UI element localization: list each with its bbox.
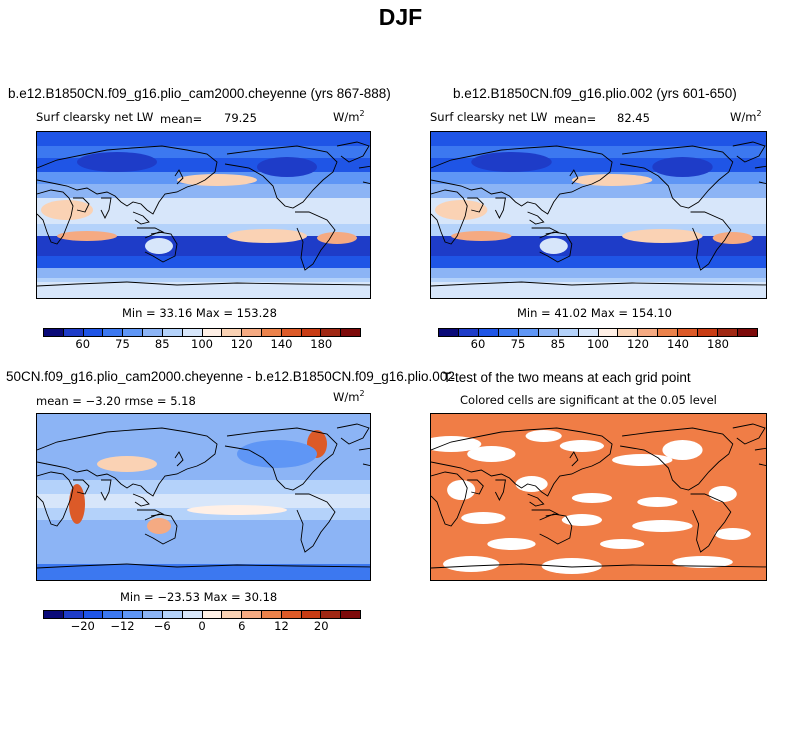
colorbar-swatch	[44, 611, 64, 618]
colorbar-swatch	[143, 611, 163, 618]
colorbar-swatch	[578, 329, 599, 336]
colorbar-swatch	[63, 611, 84, 618]
panel-d-subtitle: Colored cells are significant at the 0.0…	[460, 393, 717, 407]
panel-b-mean-label: mean=	[554, 112, 597, 126]
colorbar-swatch	[242, 329, 262, 336]
colorbar-tick-label: 75	[115, 337, 130, 351]
colorbar-swatch	[103, 329, 124, 336]
colorbar-tick-label: 60	[75, 337, 91, 351]
colorbar-swatch	[341, 329, 360, 336]
panel-d-map	[430, 413, 767, 581]
page-title: DJF	[378, 4, 423, 30]
colorbar-swatch	[182, 611, 203, 618]
colorbar-swatch	[478, 329, 499, 336]
panel-a-mean-value: 79.25	[224, 111, 257, 125]
colorbar-swatch	[202, 329, 223, 336]
panel-b-minmax: Min = 41.02 Max = 154.10	[517, 306, 672, 320]
colorbar-swatch	[281, 611, 302, 618]
colorbar-tick-label: 85	[154, 337, 170, 351]
colorbar-swatch	[678, 329, 699, 336]
colorbar-swatch	[103, 611, 124, 618]
colorbar-swatch	[123, 611, 144, 618]
panel-d-title: T-test of the two means at each grid poi…	[443, 370, 691, 385]
colorbar-swatch	[123, 329, 144, 336]
colorbar-tick-label: 180	[310, 337, 333, 351]
panel-a-colorbar-labels: 60 75 85 100 120 140 180	[43, 337, 361, 351]
panel-c-colorbar-labels: −20 −12 −6 0 6 12 20	[43, 619, 361, 633]
colorbar-swatch	[538, 329, 559, 336]
colorbar-tick-label: −6	[153, 619, 171, 633]
panel-a-mean-label: mean=	[160, 112, 203, 126]
colorbar-swatch	[44, 329, 64, 336]
panel-c-colorbar	[43, 610, 361, 619]
panel-b-map	[430, 131, 767, 299]
panel-b-colorbar	[438, 328, 758, 337]
colorbar-swatch	[618, 329, 639, 336]
colorbar-swatch	[83, 329, 104, 336]
colorbar-swatch	[162, 329, 183, 336]
panel-b-variable: Surf clearsky net LW	[430, 110, 548, 124]
colorbar-tick-label: 140	[270, 337, 293, 351]
colorbar-tick-label: 12	[274, 619, 289, 633]
colorbar-tick-label: 120	[230, 337, 253, 351]
panel-c-minmax: Min = −23.53 Max = 30.18	[120, 590, 278, 604]
colorbar-swatch	[439, 329, 459, 336]
colorbar-swatch	[341, 611, 360, 618]
panel-a-variable: Surf clearsky net LW	[36, 110, 154, 124]
colorbar-swatch	[222, 611, 243, 618]
panel-c-case-title: 50CN.f09_g16.plio_cam2000.cheyenne - b.e…	[6, 369, 455, 384]
colorbar-swatch	[281, 329, 302, 336]
colorbar-swatch	[498, 329, 519, 336]
colorbar-swatch	[83, 611, 104, 618]
colorbar-swatch	[518, 329, 539, 336]
panel-a-minmax: Min = 33.16 Max = 153.28	[122, 306, 277, 320]
colorbar-swatch	[261, 611, 282, 618]
colorbar-tick-label: 20	[313, 619, 329, 633]
colorbar-swatch	[738, 329, 757, 336]
colorbar-swatch	[202, 611, 223, 618]
colorbar-swatch	[638, 329, 659, 336]
panel-c-map	[36, 413, 371, 581]
panel-b-mean-value: 82.45	[617, 111, 650, 125]
colorbar-swatch	[321, 611, 342, 618]
panel-b-colorbar-labels: 60 75 85 100 120 140 180	[438, 337, 758, 351]
colorbar-swatch	[63, 329, 84, 336]
colorbar-swatch	[242, 611, 262, 618]
colorbar-tick-label: 100	[587, 337, 609, 351]
colorbar-swatch	[598, 329, 619, 336]
panel-a-colorbar	[43, 328, 361, 337]
colorbar-swatch	[458, 329, 479, 336]
colorbar-tick-label: 140	[667, 337, 689, 351]
colorbar-tick-label: 180	[707, 337, 729, 351]
colorbar-tick-label: 85	[550, 337, 566, 351]
colorbar-tick-label: 100	[191, 337, 213, 351]
colorbar-tick-label: 0	[198, 619, 206, 633]
colorbar-tick-label: 120	[627, 337, 649, 351]
panel-a-map	[36, 131, 371, 299]
colorbar-swatch	[558, 329, 579, 336]
panel-a-case-title: b.e12.B1850CN.f09_g16.plio_cam2000.cheye…	[8, 86, 391, 101]
colorbar-swatch	[222, 329, 243, 336]
colorbar-swatch	[162, 611, 183, 618]
colorbar-swatch	[261, 329, 282, 336]
colorbar-swatch	[182, 329, 203, 336]
colorbar-tick-label: 60	[470, 337, 486, 351]
colorbar-tick-label: 75	[510, 337, 526, 351]
colorbar-swatch	[321, 329, 342, 336]
panel-c-units: W/m2	[333, 389, 365, 404]
colorbar-swatch	[301, 611, 322, 618]
colorbar-tick-label: −12	[110, 619, 135, 633]
colorbar-tick-label: 6	[238, 619, 246, 633]
colorbar-swatch	[301, 329, 322, 336]
panel-a-units: W/m2	[333, 109, 365, 124]
colorbar-swatch	[658, 329, 679, 336]
colorbar-swatch	[698, 329, 719, 336]
colorbar-tick-label: −20	[70, 619, 95, 633]
panel-b-case-title: b.e12.B1850CN.f09_g16.plio.002 (yrs 601-…	[453, 86, 737, 101]
panel-c-stats: mean = −3.20 rmse = 5.18	[36, 394, 196, 408]
colorbar-swatch	[143, 329, 163, 336]
colorbar-swatch	[718, 329, 739, 336]
panel-b-units: W/m2	[730, 109, 762, 124]
